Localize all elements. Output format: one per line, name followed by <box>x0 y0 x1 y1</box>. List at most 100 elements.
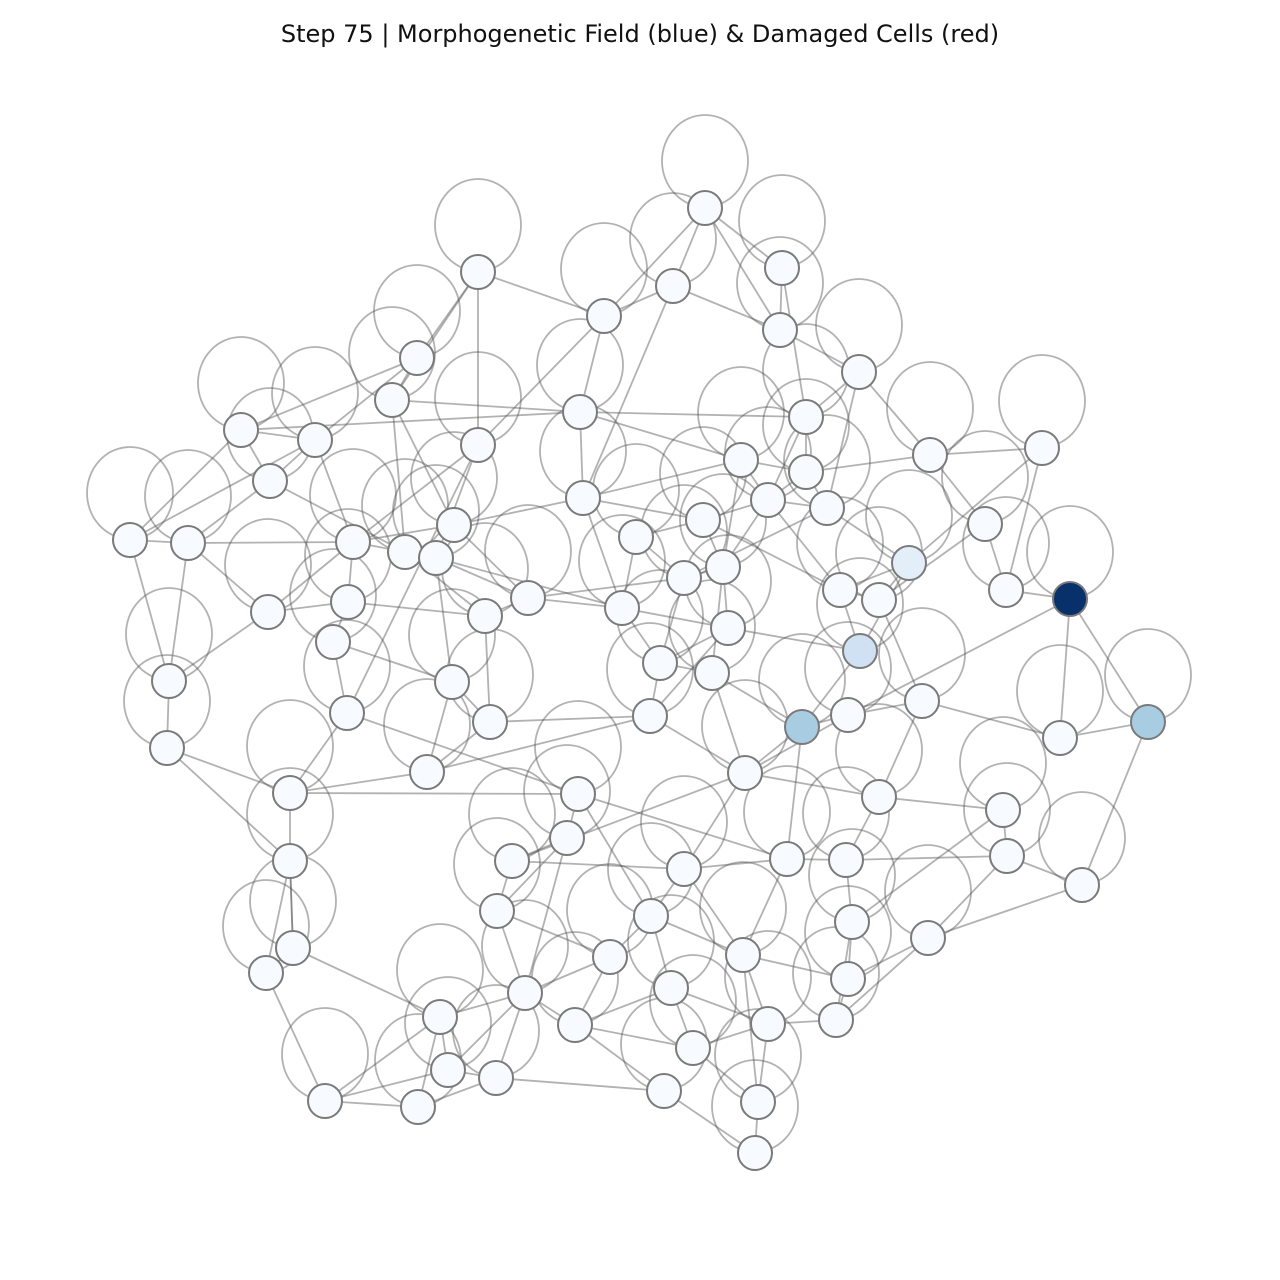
edge <box>527 577 685 599</box>
edge <box>435 557 453 683</box>
cell-node <box>750 482 786 518</box>
edge <box>1059 598 1071 739</box>
edge <box>265 972 326 1102</box>
edge <box>582 459 742 499</box>
cell-node <box>988 572 1024 608</box>
edge <box>742 954 759 1103</box>
edge <box>324 1016 441 1102</box>
edge <box>744 772 880 798</box>
cell-node <box>861 779 897 815</box>
cell-node <box>861 582 897 618</box>
edge <box>582 497 623 609</box>
edge <box>524 837 568 994</box>
cell-node <box>685 502 721 538</box>
cell-node <box>149 730 185 766</box>
cell-node <box>329 695 365 731</box>
edge <box>1081 721 1149 886</box>
edge <box>314 357 418 441</box>
cell-node <box>409 754 445 790</box>
cell-node <box>297 422 333 458</box>
edge <box>878 523 986 601</box>
cell-node <box>472 704 508 740</box>
cell-node <box>646 1073 682 1109</box>
edge <box>496 910 611 958</box>
edge <box>426 715 651 773</box>
edge <box>921 700 1061 739</box>
edge <box>649 627 729 717</box>
edge <box>845 855 1008 861</box>
cell-node <box>151 663 187 699</box>
edge <box>265 860 291 974</box>
cell-node <box>830 697 866 733</box>
cell-node <box>549 820 585 856</box>
cell-node <box>248 955 284 991</box>
cell-node <box>315 624 351 660</box>
edge <box>269 480 406 553</box>
cell-node <box>841 354 877 390</box>
cell-node <box>687 190 723 226</box>
edge <box>603 207 706 317</box>
edge <box>835 937 929 1021</box>
cell-node <box>822 572 858 608</box>
cell-node <box>830 961 866 997</box>
cell-node <box>632 698 668 734</box>
cell-node <box>666 560 702 596</box>
edge <box>577 793 788 860</box>
cell-node <box>399 340 435 376</box>
edge <box>292 947 441 1018</box>
cell-node <box>904 683 940 719</box>
cell-node <box>710 610 746 646</box>
edge <box>511 772 746 862</box>
cell-node <box>723 442 759 478</box>
cell-node <box>834 904 870 940</box>
cell-node <box>828 842 864 878</box>
cell-node <box>557 1007 593 1043</box>
edge <box>166 747 291 862</box>
cell-node <box>912 437 948 473</box>
cell-node <box>618 519 654 555</box>
edge <box>187 541 354 544</box>
edge <box>447 992 526 1071</box>
edge <box>324 1069 449 1102</box>
cell-node <box>422 999 458 1035</box>
cell-node <box>430 1052 466 1088</box>
edge <box>391 399 581 413</box>
cell-node <box>675 1030 711 1066</box>
edge <box>129 429 242 541</box>
cell-node <box>560 776 596 812</box>
cell-node-field-max <box>1052 581 1088 617</box>
edge <box>1069 598 1149 723</box>
edge <box>805 454 931 473</box>
cell-node <box>592 939 628 975</box>
edge <box>858 371 931 456</box>
cell-node <box>604 590 640 626</box>
cell-node <box>989 838 1025 874</box>
edge <box>1005 447 1043 591</box>
cell-node <box>809 490 845 526</box>
cell-node <box>740 1084 776 1120</box>
cell-node <box>725 937 761 973</box>
edge <box>495 1077 665 1092</box>
edge <box>878 599 923 702</box>
edge <box>649 715 746 774</box>
edge <box>929 447 1043 456</box>
edge <box>166 747 291 794</box>
cell-node <box>788 399 824 435</box>
edge <box>579 411 807 418</box>
cell-node <box>434 664 470 700</box>
cell-node <box>586 298 622 334</box>
edge <box>851 809 1004 923</box>
edge <box>289 771 428 794</box>
cell-node-field-high <box>1130 704 1166 740</box>
cell-node <box>565 480 601 516</box>
cell-node <box>910 920 946 956</box>
edge <box>511 860 685 870</box>
cell-node <box>330 584 366 620</box>
edge <box>453 497 584 526</box>
cell-node <box>374 382 410 418</box>
edge <box>579 411 742 461</box>
cell-node-field-high <box>784 709 820 745</box>
cell-node <box>694 655 730 691</box>
edge <box>847 598 1071 716</box>
